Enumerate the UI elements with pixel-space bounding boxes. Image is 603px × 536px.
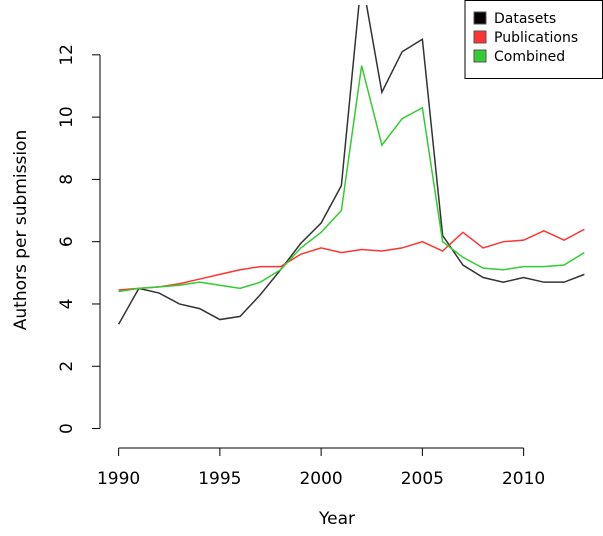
- series-line: [117, 5, 585, 325]
- legend-swatch: [473, 30, 487, 44]
- x-tick-label: 1990: [97, 469, 140, 489]
- y-tick-label: 4: [57, 299, 77, 310]
- y-axis-label: Authors per submission: [11, 130, 31, 330]
- series-line: [118, 65, 585, 293]
- y-tick-label: 12: [57, 44, 77, 66]
- y-tick-label: 8: [57, 174, 77, 185]
- x-tick-label: 2000: [299, 469, 342, 489]
- legend-label: Publications: [494, 30, 578, 46]
- y-tick-label: 0: [57, 423, 77, 434]
- y-tick-label: 2: [57, 361, 77, 372]
- x-axis-label: Year: [318, 509, 355, 529]
- y-tick-label: 10: [57, 106, 77, 128]
- legend-label: Datasets: [494, 11, 556, 27]
- plot-area: [117, 5, 585, 325]
- x-tick-label: 2005: [401, 469, 444, 489]
- legend-box: [464, 0, 603, 79]
- legend-swatch: [473, 11, 487, 25]
- x-tick-label: 1995: [198, 469, 241, 489]
- series-line: [118, 228, 585, 291]
- legend-swatch: [473, 49, 487, 63]
- x-tick-label: 2010: [502, 469, 545, 489]
- legend-label: Combined: [494, 49, 565, 65]
- y-tick-label: 6: [57, 236, 77, 247]
- legend: Datasets Publications Combined: [464, 0, 603, 79]
